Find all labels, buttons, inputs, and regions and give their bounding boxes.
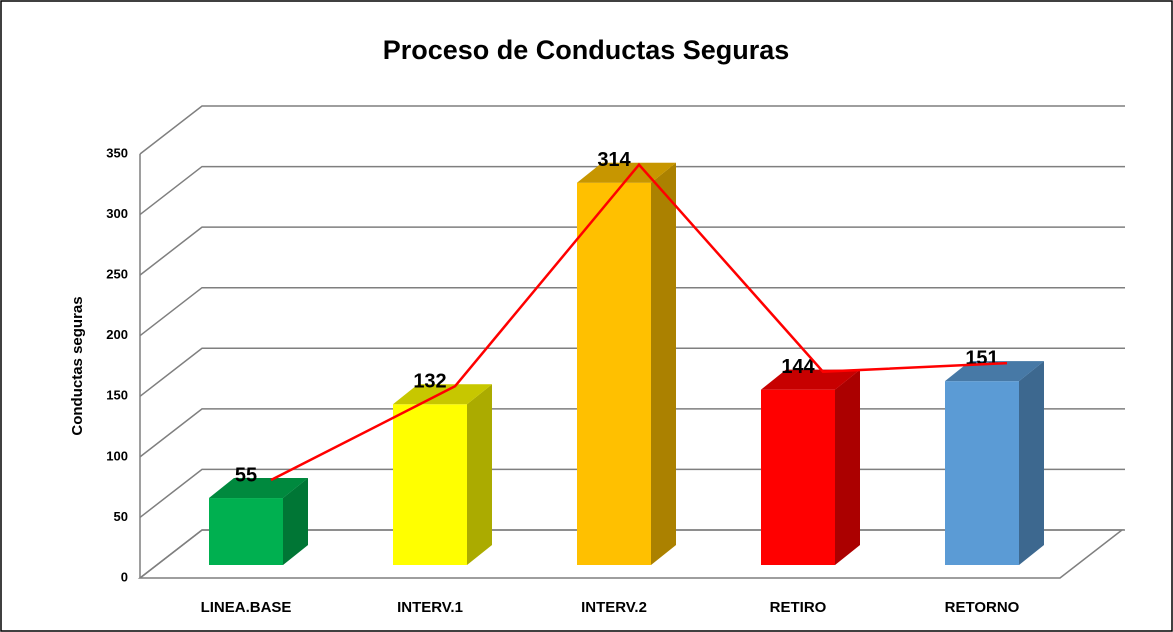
- bar-top-shade: [761, 369, 860, 390]
- x-tick-label: RETORNO: [945, 599, 1020, 616]
- data-label: 314: [597, 149, 631, 171]
- y-tick-label: 350: [106, 145, 128, 160]
- bar-top: [945, 361, 1044, 382]
- y-tick-label: 50: [114, 509, 128, 524]
- bar: [761, 389, 835, 565]
- bar-top-shade: [393, 384, 492, 405]
- bar: [577, 182, 651, 566]
- x-tick-label: RETIRO: [770, 599, 827, 616]
- trend-line: [270, 162, 1008, 482]
- bar: [945, 381, 1019, 565]
- x-tick-label: INTERV.2: [581, 599, 647, 616]
- grid-line: [139, 286, 1125, 337]
- bar-top: [393, 384, 492, 405]
- y-tick-label: 250: [106, 267, 128, 282]
- grid-line: [139, 105, 1125, 155]
- bar-side-shade: [651, 162, 676, 566]
- x-tick-label: LINEA.BASE: [201, 599, 292, 616]
- bar-top: [761, 369, 860, 390]
- bar: [209, 498, 283, 565]
- bar-side: [1019, 361, 1044, 565]
- y-tick-label: 200: [106, 327, 128, 342]
- bar-top-shade: [209, 478, 308, 499]
- grid-line: [139, 165, 1125, 216]
- bar-side-shade: [283, 478, 308, 565]
- y-tick-label: 0: [121, 569, 128, 584]
- data-label: 132: [413, 371, 446, 393]
- bar: [393, 404, 467, 565]
- bar-side: [283, 478, 308, 565]
- chart-title: Proceso de Conductas Seguras: [383, 35, 790, 65]
- data-label: 55: [235, 464, 257, 486]
- bar-side: [467, 384, 492, 565]
- bar-top: [209, 478, 308, 499]
- x-tick-label: INTERV.1: [397, 599, 463, 616]
- y-tick-label: 300: [106, 206, 128, 221]
- bar-side-shade: [835, 369, 860, 565]
- y-tick-label: 150: [106, 388, 128, 403]
- y-tick-label: 100: [106, 448, 128, 463]
- bar-side: [651, 162, 676, 566]
- bar-top-shade: [945, 361, 1044, 382]
- data-label: 144: [781, 356, 815, 378]
- grid-line: [139, 347, 1125, 397]
- bar-side-shade: [467, 384, 492, 565]
- grid-line: [139, 226, 1125, 276]
- data-label: 151: [965, 347, 998, 369]
- bar-side-shade: [1019, 361, 1044, 565]
- y-axis-label: Conductas seguras: [69, 296, 86, 435]
- bar-side: [835, 369, 860, 565]
